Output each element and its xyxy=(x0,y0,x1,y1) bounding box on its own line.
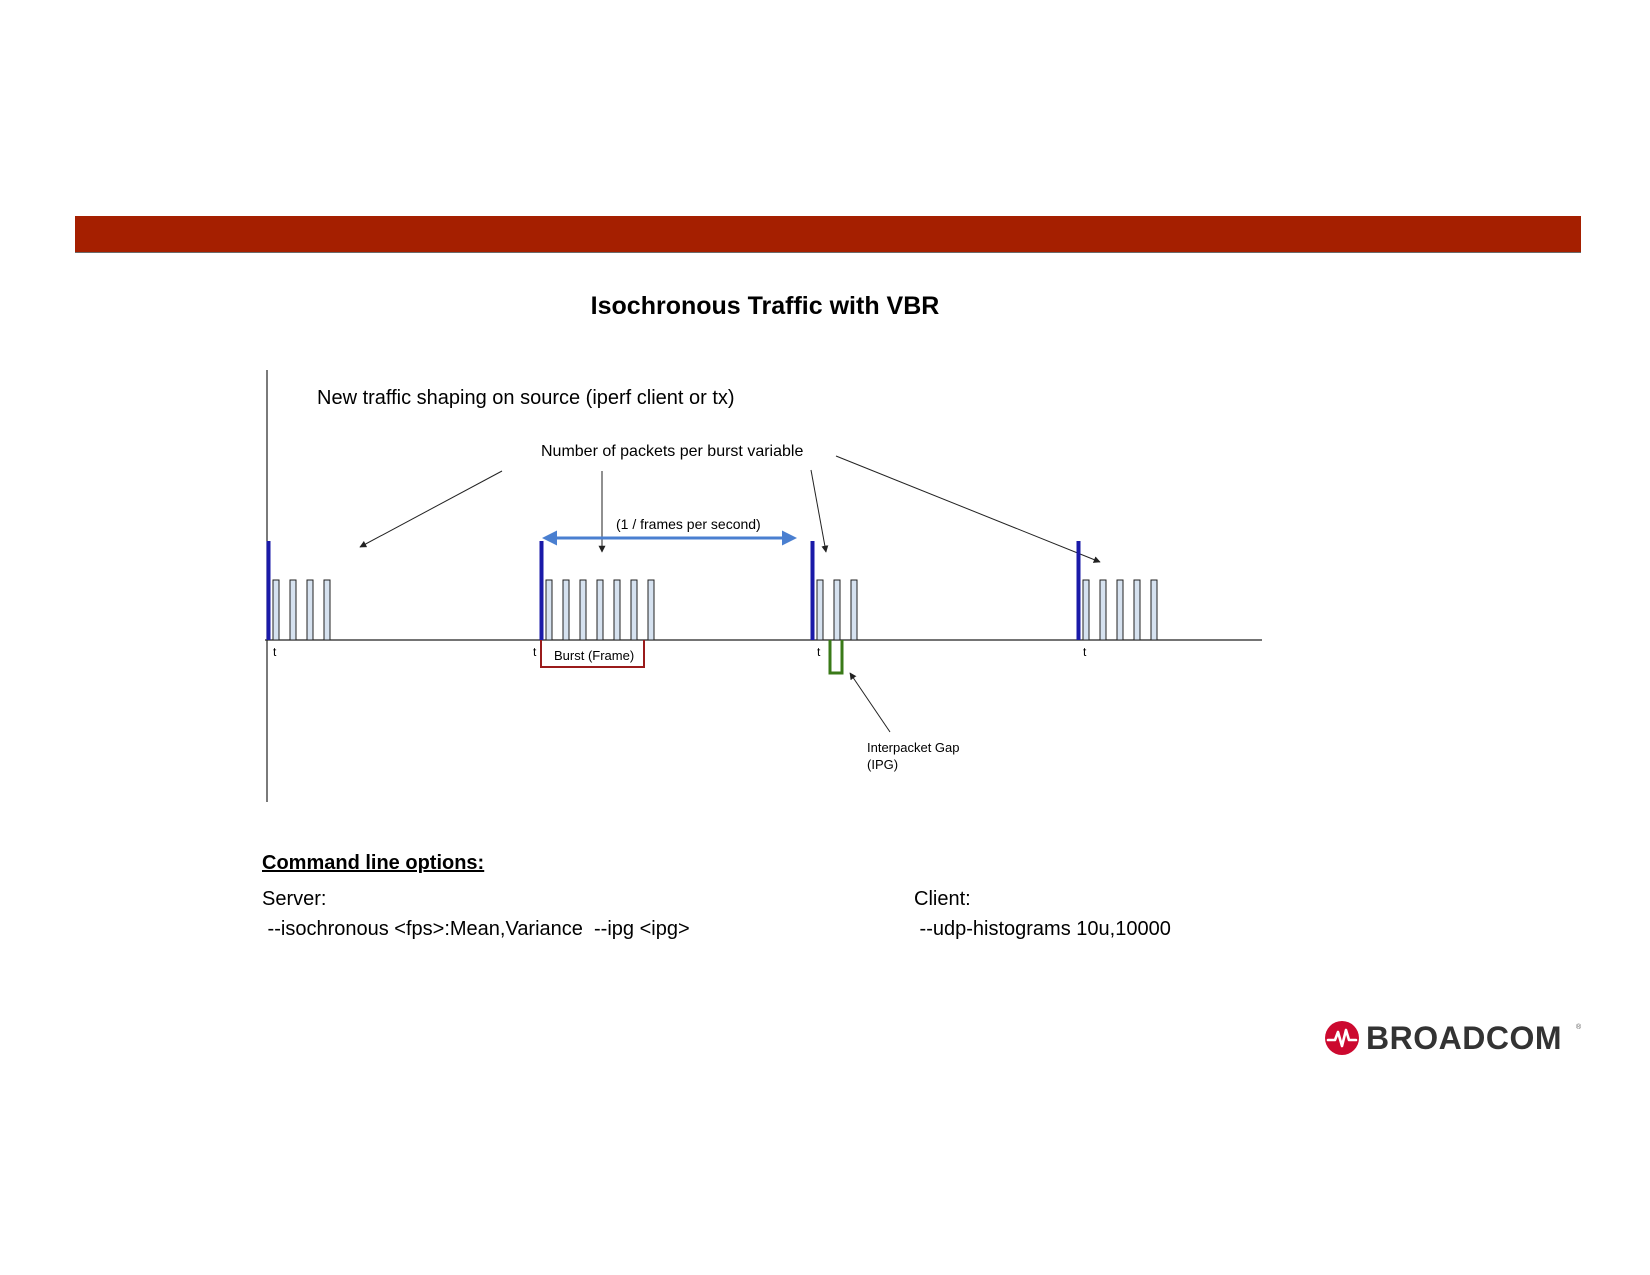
packet xyxy=(579,579,587,641)
packet xyxy=(630,579,638,641)
packet xyxy=(816,579,824,641)
time-tick-label: t xyxy=(1083,645,1087,659)
period-label: (1 / frames per second) xyxy=(616,516,761,532)
frame-start-marker xyxy=(266,541,271,640)
diagram-subtitle: New traffic shaping on source (iperf cli… xyxy=(317,387,735,409)
broadcom-pulse-icon xyxy=(1325,1021,1359,1055)
packet xyxy=(323,579,331,641)
frame-start-marker xyxy=(539,541,544,640)
time-tick-label: t xyxy=(273,645,277,659)
packet xyxy=(1116,579,1124,641)
header-bar xyxy=(75,216,1581,253)
packet xyxy=(562,579,570,641)
packet xyxy=(1150,579,1158,641)
burst-bracket xyxy=(540,640,645,668)
page-title: Isochronous Traffic with VBR xyxy=(590,292,940,320)
frame-start-marker xyxy=(810,541,815,640)
client-label: Client: xyxy=(914,888,971,910)
server-options: --isochronous <fps>:Mean,Variance --ipg … xyxy=(262,918,690,940)
broadcom-wordmark: BROADCOM xyxy=(1366,1020,1562,1056)
pointer-arrow-3 xyxy=(810,469,829,553)
packet xyxy=(289,579,297,641)
time-tick-label: t xyxy=(817,645,821,659)
ipg-label-line2: (IPG) xyxy=(867,757,898,772)
packet xyxy=(850,579,858,641)
packet xyxy=(596,579,604,641)
ipg-arrow xyxy=(849,672,891,733)
broadcom-logo: BROADCOM ® xyxy=(1324,1020,1584,1056)
frame-start-marker xyxy=(1076,541,1081,640)
packet xyxy=(833,579,841,641)
ipg-marker xyxy=(828,640,844,675)
packet xyxy=(613,579,621,641)
packet xyxy=(1082,579,1090,641)
ipg-label-line1: Interpacket Gap xyxy=(867,740,960,755)
server-label: Server: xyxy=(262,888,327,910)
pointer-arrow-1 xyxy=(359,470,503,548)
registered-mark: ® xyxy=(1576,1024,1582,1031)
packet xyxy=(272,579,280,641)
packet xyxy=(1133,579,1141,641)
packets-note: Number of packets per burst variable xyxy=(541,443,803,460)
command-options-heading: Command line options: xyxy=(262,852,485,874)
packet xyxy=(306,579,314,641)
time-tick-label: t xyxy=(533,645,537,659)
burst-label: Burst (Frame) xyxy=(554,648,634,663)
packet xyxy=(545,579,553,641)
pointer-arrow-4 xyxy=(835,455,1101,563)
packet xyxy=(647,579,655,641)
packet xyxy=(1099,579,1107,641)
client-options: --udp-histograms 10u,10000 xyxy=(914,918,1171,940)
